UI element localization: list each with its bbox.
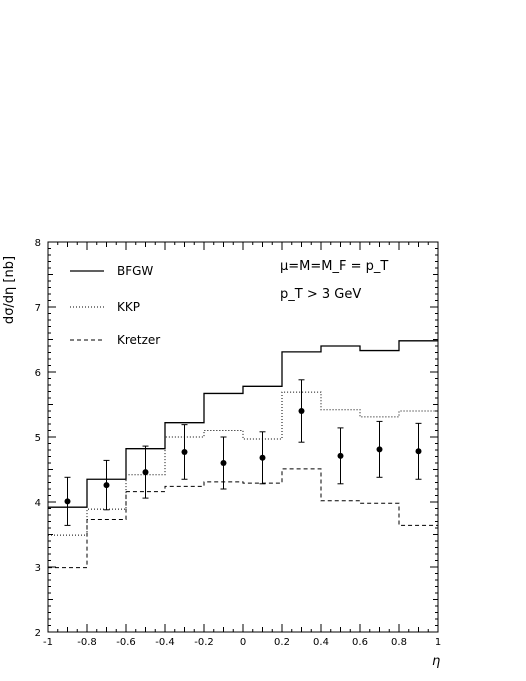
data-point bbox=[181, 424, 188, 480]
data-point bbox=[64, 476, 71, 526]
y-axis-title: dσ/dη [nb] bbox=[2, 256, 17, 324]
legend: BFGW KKP Kretzer bbox=[70, 264, 160, 347]
x-tick-label: 1 bbox=[435, 637, 441, 648]
x-tick-label: -0.8 bbox=[77, 637, 97, 648]
legend-label-kretzer: Kretzer bbox=[117, 333, 160, 347]
data-point bbox=[259, 431, 266, 485]
series-kkp-histogram bbox=[48, 391, 438, 536]
x-tick-label: 0.4 bbox=[313, 637, 329, 648]
annotation-pt-cut: p_T > 3 GeV bbox=[280, 287, 361, 302]
annotation-scale: μ=M=M_F = p_T bbox=[280, 259, 388, 274]
series-kretzer-histogram bbox=[48, 468, 438, 569]
x-tick-label: -0.2 bbox=[194, 637, 214, 648]
data-point-marker bbox=[259, 454, 266, 461]
x-tick-label: 0.6 bbox=[352, 637, 368, 648]
x-axis-title: η bbox=[432, 654, 440, 669]
data-point-marker bbox=[64, 498, 71, 505]
data-point-marker bbox=[103, 482, 110, 489]
x-tick-label: 0 bbox=[240, 637, 246, 648]
annotation-scale-choice: μ=M=M_F = p_T bbox=[280, 259, 388, 274]
x-tick-label: -0.4 bbox=[155, 637, 175, 648]
data-point-marker bbox=[220, 460, 227, 466]
y-tick-label: 2 bbox=[35, 628, 41, 639]
annotation-pt: p_T > 3 GeV bbox=[280, 287, 361, 302]
data-point bbox=[337, 427, 344, 485]
legend-label-bfgw: BFGW bbox=[117, 264, 153, 278]
data-point bbox=[376, 420, 383, 478]
data-point-marker bbox=[298, 408, 305, 414]
y-tick-label: 5 bbox=[35, 433, 41, 444]
series-bfgw-histogram bbox=[48, 340, 438, 508]
ticks-layer: -1 -0.8 -0.6 -0.4 -0.2 0 0.2 0.4 0.6 0.8 1 2 3 4 5 6 7 8 bbox=[35, 238, 442, 648]
y-tick-label: 4 bbox=[35, 498, 41, 509]
data-point bbox=[142, 445, 149, 499]
data-points-layer bbox=[64, 379, 422, 526]
x-tick-label: 0.8 bbox=[391, 637, 407, 648]
data-point-marker bbox=[142, 469, 149, 476]
data-point bbox=[103, 459, 110, 511]
y-tick-label: 6 bbox=[35, 368, 41, 379]
data-point-marker bbox=[376, 446, 383, 453]
data-point-marker bbox=[181, 448, 188, 455]
x-tick-label: 0.2 bbox=[274, 637, 290, 648]
y-tick-label: 7 bbox=[35, 303, 41, 314]
data-point-marker bbox=[337, 452, 344, 459]
data-point bbox=[220, 436, 227, 490]
legend-label-kkp: KKP bbox=[117, 300, 140, 314]
histogram-layer bbox=[48, 340, 438, 569]
y-tick-label: 3 bbox=[35, 563, 41, 574]
data-point-marker bbox=[415, 448, 422, 455]
data-point bbox=[298, 379, 305, 443]
x-tick-label: -0.6 bbox=[116, 637, 136, 648]
y-tick-label: 8 bbox=[35, 238, 41, 249]
data-point bbox=[415, 422, 422, 480]
x-tick-label: -1 bbox=[43, 637, 53, 648]
